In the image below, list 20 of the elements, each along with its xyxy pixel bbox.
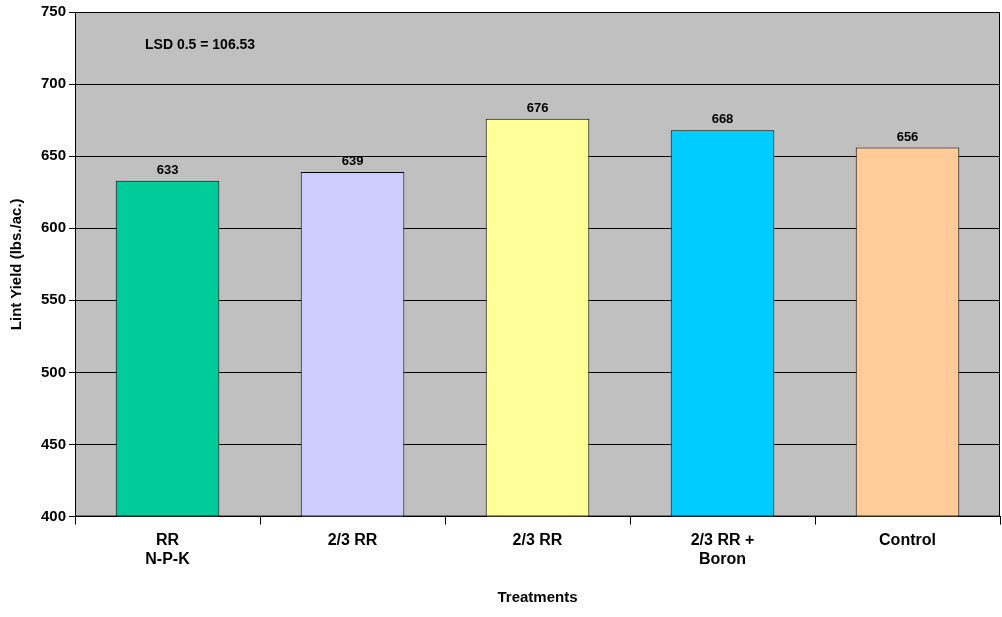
y-tick-label: 600 xyxy=(41,218,67,236)
annotation: LSD 0.5 = 106.53 xyxy=(145,35,256,52)
x-axis-title: Treatments xyxy=(497,588,578,606)
y-axis-title: Lint Yield (lbs./ac.) xyxy=(7,198,25,331)
data-label: 676 xyxy=(526,99,549,115)
y-tick-label: 400 xyxy=(41,506,67,524)
y-tick-label: 550 xyxy=(41,290,67,308)
y-tick-label: 700 xyxy=(41,74,67,92)
y-tick-label: 450 xyxy=(41,434,67,452)
data-label: 656 xyxy=(896,128,919,144)
x-tick-label: 2/3 RR xyxy=(327,530,378,548)
data-label: 633 xyxy=(156,161,179,177)
y-tick-label: 500 xyxy=(41,362,67,380)
x-tick-label: RR N-P-K xyxy=(145,530,191,567)
x-tick-label: Control xyxy=(879,530,936,548)
y-tick-label: 650 xyxy=(41,146,67,164)
data-label: 668 xyxy=(711,111,734,127)
y-tick-label: 750 xyxy=(41,2,67,20)
x-tick-label: 2/3 RR xyxy=(512,530,563,548)
x-tick-label: 2/3 RR + Boron xyxy=(690,530,755,567)
